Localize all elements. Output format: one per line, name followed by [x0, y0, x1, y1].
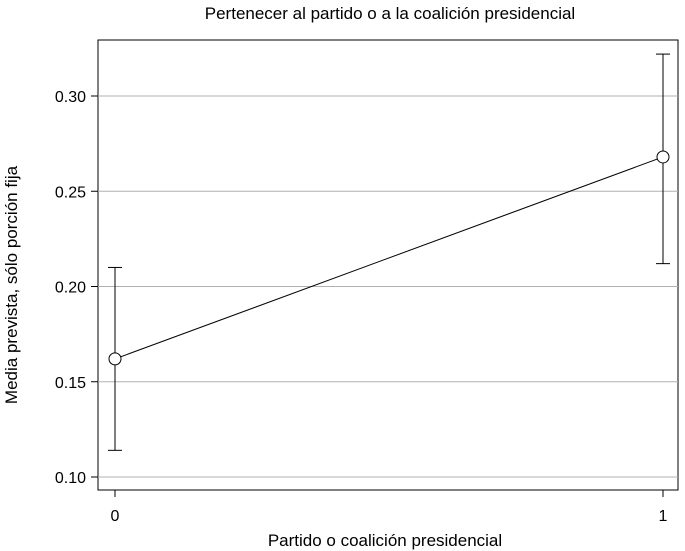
x-axis-label: Partido o coalición presidencial — [268, 531, 502, 550]
x-tick-label: 1 — [659, 508, 668, 525]
y-tick-label: 0.15 — [55, 375, 86, 392]
data-point — [656, 150, 670, 164]
chart-title: Pertenecer al partido o a la coalición p… — [205, 4, 575, 23]
y-tick-label: 0.30 — [55, 89, 86, 106]
data-point — [108, 352, 122, 366]
y-axis: 0.10 0.15 0.20 0.25 0.30 — [55, 89, 98, 487]
series-line — [114, 156, 664, 360]
x-tick-label: 0 — [111, 508, 120, 525]
y-tick-label: 0.20 — [55, 280, 86, 297]
plot-frame — [97, 39, 679, 491]
y-tick-label: 0.25 — [55, 184, 86, 201]
y-tick-label: 0.10 — [55, 470, 86, 487]
data-marks — [108, 53, 670, 451]
y-axis-label: Media prevista, sólo porción fija — [2, 165, 21, 404]
gridlines — [98, 95, 678, 478]
